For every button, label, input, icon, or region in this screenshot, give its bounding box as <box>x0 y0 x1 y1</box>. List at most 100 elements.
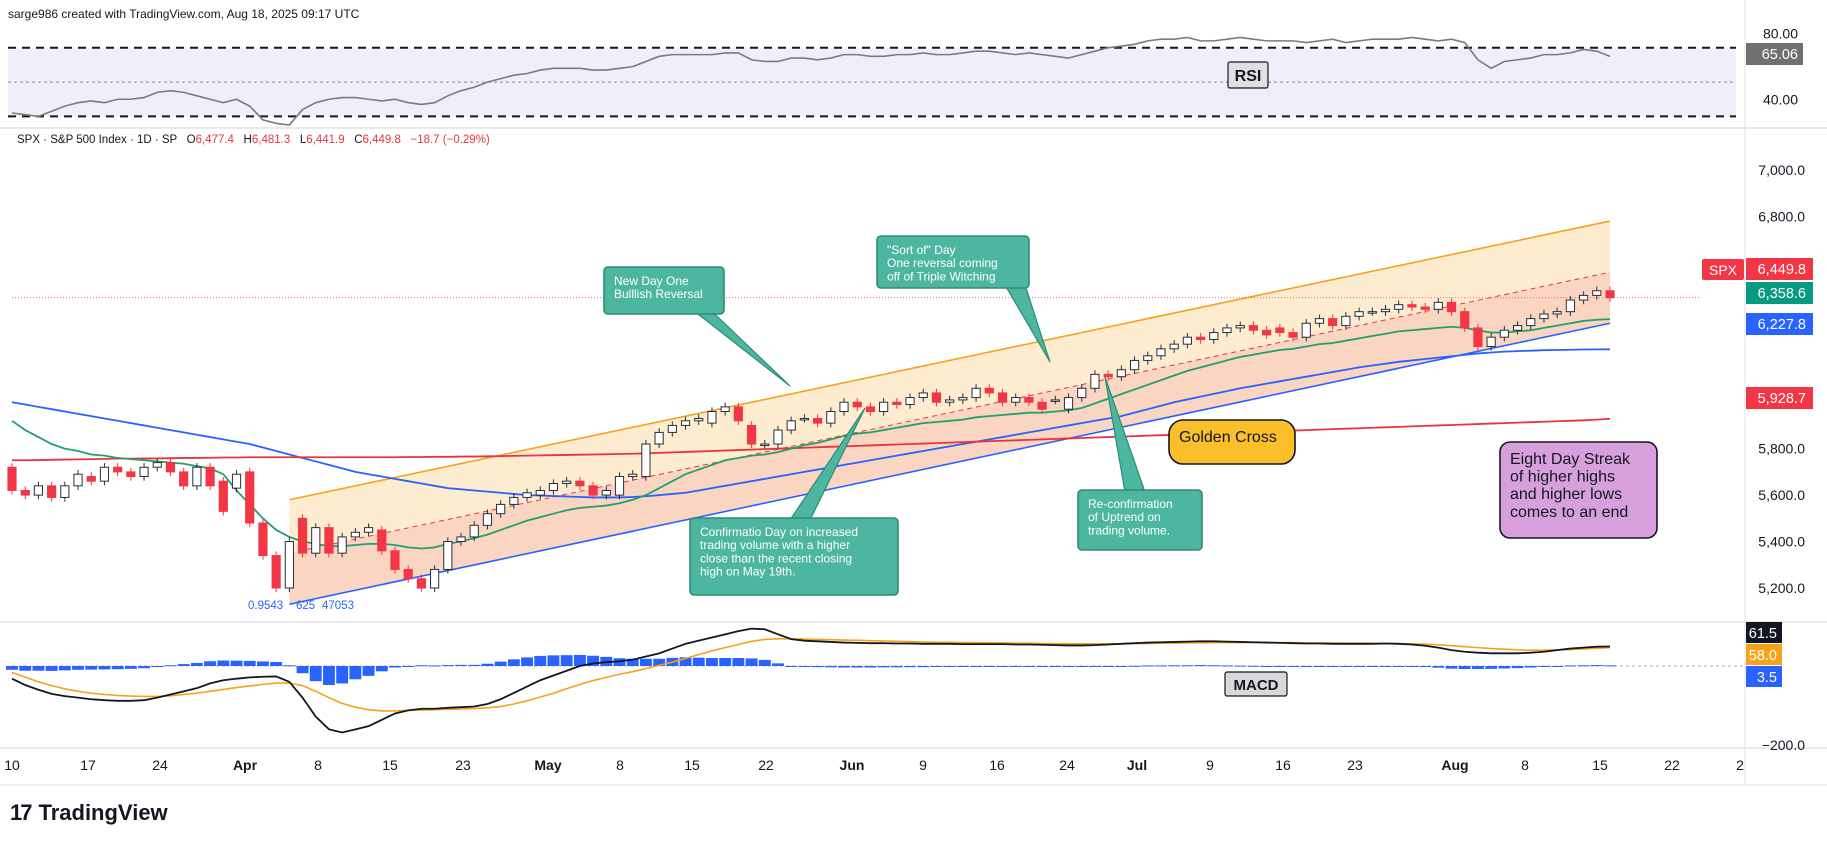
time-axis-tick: 16 <box>989 757 1005 773</box>
candle-up <box>522 492 532 498</box>
candle-down <box>813 417 823 424</box>
time-axis-tick: 8 <box>616 757 624 773</box>
candle-up <box>1235 325 1245 329</box>
candle-up <box>1565 299 1575 313</box>
macd-histogram-bar <box>1009 666 1022 667</box>
price-pane <box>0 220 1827 623</box>
candle-up <box>548 483 559 491</box>
candle-up <box>73 473 83 487</box>
candle-down <box>746 424 757 445</box>
macd-histogram-bar <box>1419 666 1432 667</box>
macd-histogram-bar <box>1511 666 1524 669</box>
candle-up <box>654 431 664 445</box>
candle-up <box>1116 369 1126 378</box>
macd-histogram-bar <box>507 659 520 666</box>
candle-up <box>33 485 44 496</box>
macd-histogram-bar <box>851 666 864 668</box>
time-axis-tick: Aug <box>1441 757 1468 773</box>
candle-up <box>760 443 770 447</box>
macd-histogram-bar <box>1221 665 1233 667</box>
macd-histogram-bar <box>72 666 84 670</box>
note-sort-of-day-box <box>876 235 1030 289</box>
candle-down <box>997 392 1008 403</box>
macd-histogram-bar <box>1326 666 1339 667</box>
candle-up <box>1314 318 1325 324</box>
macd-histogram-bar <box>890 666 903 668</box>
candle-up <box>1011 397 1021 403</box>
candle-down <box>179 471 189 487</box>
macd-histogram-bar <box>217 660 230 666</box>
note-confirmation-day-box <box>689 517 899 596</box>
tradingview-logo[interactable]: 17 TradingView <box>10 800 168 826</box>
rsi-axis-tick: 40.00 <box>1763 91 1798 107</box>
macd-histogram-bar <box>1379 666 1392 667</box>
fib-label: 625 <box>296 600 315 612</box>
tradingview-logo-text: TradingView <box>38 800 168 825</box>
candle-up <box>680 420 691 426</box>
channel-upper-fill <box>289 221 1610 554</box>
macd-label: MACD <box>1234 677 1279 694</box>
sma50-line <box>11 348 1611 499</box>
macd-histogram-bar <box>270 662 283 666</box>
price-axis-tick: 6,800.0 <box>1758 208 1805 224</box>
macd-value-badge <box>1746 622 1782 643</box>
candle-down <box>20 489 30 496</box>
candle-up <box>879 401 889 413</box>
candle-up <box>562 480 572 484</box>
candle-down <box>1024 397 1034 403</box>
candle-down <box>165 462 176 473</box>
time-axis-tick: 15 <box>1592 757 1608 773</box>
candle-down <box>852 401 862 408</box>
macd-histogram-bar <box>1498 666 1511 669</box>
macd-histogram-bar <box>1155 665 1167 667</box>
macd-histogram-bar <box>349 666 362 680</box>
note-confirmation-day-text: Confirmatio Day on increased trading volu… <box>700 525 858 579</box>
candle-down <box>47 485 57 498</box>
candle-down <box>733 406 743 422</box>
macd-value-text: 61.5 <box>1749 626 1777 642</box>
spx-symbol-text: SPX <box>1709 262 1738 278</box>
note-golden-cross-text: Golden Cross <box>1179 429 1277 446</box>
macd-histogram-bar <box>838 666 850 668</box>
macd-histogram-bar <box>455 664 467 666</box>
macd-histogram-bar <box>1551 666 1564 667</box>
candle-up <box>1578 294 1589 301</box>
macd-histogram-bar <box>85 666 98 670</box>
candle-down <box>1288 332 1298 338</box>
macd-histogram-bar <box>111 666 124 670</box>
candle-down <box>7 466 17 491</box>
macd-histogram-bar <box>626 658 639 666</box>
candle-down <box>588 485 598 496</box>
macd-histogram-bar <box>243 660 256 666</box>
candle-up <box>628 473 638 478</box>
candle-down <box>403 568 413 580</box>
macd-histogram-bar <box>1168 665 1181 667</box>
macd-histogram-bar <box>1485 666 1498 669</box>
candle-up <box>720 406 730 413</box>
candle-up <box>707 411 717 424</box>
candle-up <box>1063 397 1074 410</box>
candle-up <box>799 417 809 421</box>
macd-histogram-bar <box>283 665 296 667</box>
macd-histogram-bar <box>534 655 547 666</box>
macd-histogram-bar <box>745 658 758 666</box>
macd-histogram-bar <box>1141 665 1154 667</box>
macd-histogram-bar <box>983 666 996 667</box>
price-axis-tick: 7,000.0 <box>1758 162 1805 178</box>
candle-up <box>958 397 968 401</box>
macd-signal-line <box>11 637 1611 712</box>
time-axis-tick: Jun <box>840 757 865 773</box>
time-axis-tick: 2 <box>1736 757 1744 773</box>
time-axis-tick: May <box>534 757 561 773</box>
macd-histogram-bar <box>1234 665 1247 667</box>
macd-histogram-bar <box>573 654 586 666</box>
candle-up <box>337 536 347 554</box>
candle-up <box>509 496 519 505</box>
note-reconfirmation-text: Re-confirmation of Uptrend on trading volu… <box>1088 497 1173 537</box>
macd-histogram-bar <box>1102 666 1115 667</box>
symbol-ohlc-line[interactable]: SPX · S&P 500 Index · 1D · SP O6,477.4 H… <box>17 134 490 146</box>
candle-down <box>377 529 387 552</box>
macd-histogram-bar <box>441 665 454 667</box>
candle-down <box>416 578 426 589</box>
